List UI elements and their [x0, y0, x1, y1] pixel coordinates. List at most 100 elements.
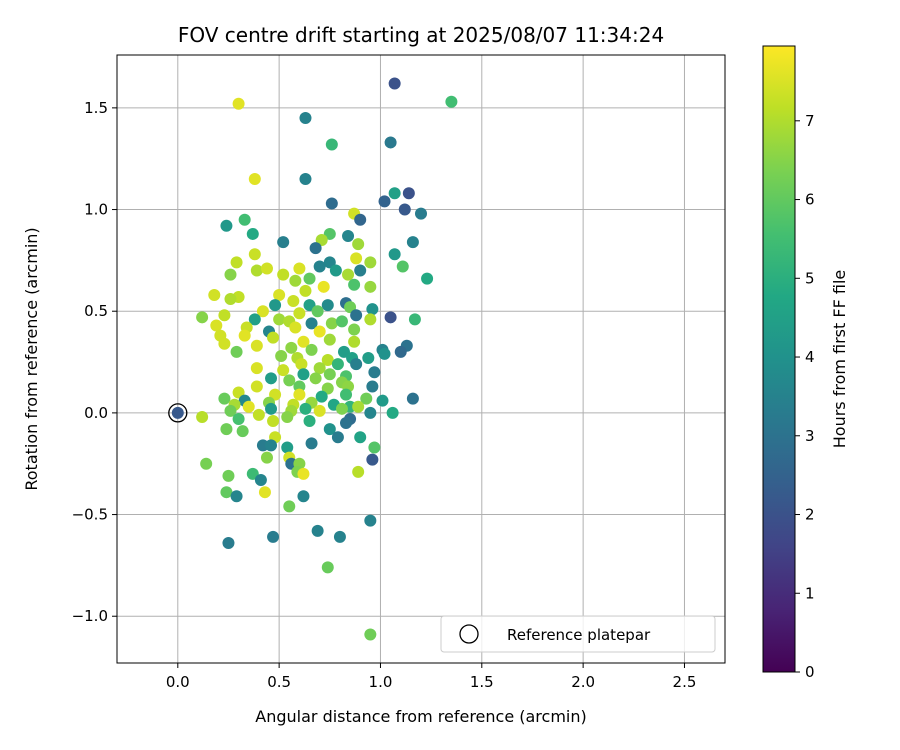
- colorbar-gradient: [762, 45, 796, 673]
- data-point: [250, 339, 263, 352]
- data-point: [378, 347, 391, 360]
- colorbar-tick-label: 6: [805, 191, 815, 209]
- y-tick-label: −1.0: [72, 607, 108, 625]
- data-point: [388, 248, 401, 261]
- colorbar-label: Hours from first FF file: [830, 270, 849, 449]
- data-point: [254, 473, 267, 486]
- data-point: [281, 441, 294, 454]
- data-point: [283, 500, 296, 513]
- data-point: [317, 280, 330, 293]
- data-point: [220, 486, 233, 499]
- data-points: [196, 77, 458, 641]
- data-point: [210, 319, 223, 332]
- data-point: [299, 173, 312, 186]
- data-point: [258, 486, 271, 499]
- data-point: [352, 400, 365, 413]
- reference-marker-layer: [168, 403, 188, 423]
- data-point: [222, 469, 235, 482]
- data-point: [323, 368, 336, 381]
- data-point: [331, 431, 344, 444]
- colorbar-tick-label: 5: [805, 269, 815, 287]
- data-point: [273, 313, 286, 326]
- data-point: [354, 431, 367, 444]
- y-tick-label: 0.5: [84, 302, 108, 320]
- data-point: [297, 467, 310, 480]
- data-point: [368, 366, 381, 379]
- data-point: [402, 187, 415, 200]
- data-point: [364, 313, 377, 326]
- data-point: [342, 268, 355, 281]
- data-point: [269, 299, 282, 312]
- legend-box: [440, 615, 716, 653]
- data-point: [232, 412, 245, 425]
- x-tick-label: 2.0: [571, 673, 595, 691]
- data-point: [293, 388, 306, 401]
- plot-frame: [116, 54, 726, 664]
- data-point: [283, 374, 296, 387]
- data-point: [340, 417, 353, 430]
- data-point: [293, 262, 306, 275]
- data-point: [354, 213, 367, 226]
- x-axis-ticks: 0.0 0.5 1.0 1.5 2.0 2.5: [166, 663, 696, 691]
- data-point: [232, 97, 245, 110]
- data-point: [248, 248, 261, 261]
- colorbar-tick-label: 0: [805, 663, 815, 681]
- colorbar-tick-label: 7: [805, 112, 815, 130]
- data-point: [362, 351, 375, 364]
- data-point: [323, 423, 336, 436]
- data-point: [342, 229, 355, 242]
- data-point: [196, 410, 209, 423]
- data-point: [250, 264, 263, 277]
- data-point: [348, 323, 361, 336]
- data-point: [275, 349, 288, 362]
- data-point: [340, 388, 353, 401]
- data-point: [388, 187, 401, 200]
- data-point: [378, 195, 391, 208]
- data-point: [256, 305, 269, 318]
- y-tick-label: −0.5: [72, 506, 108, 524]
- data-point: [350, 358, 363, 371]
- data-point: [325, 197, 338, 210]
- data-point: [313, 325, 326, 338]
- data-point: [376, 394, 389, 407]
- colorbar: 0 1 2 3 4 5 6 7 Hours from first FF file: [762, 45, 849, 681]
- data-point: [277, 236, 290, 249]
- data-point: [388, 77, 401, 90]
- data-point: [224, 404, 237, 417]
- data-point: [406, 392, 419, 405]
- data-point: [267, 331, 280, 344]
- data-point: [265, 372, 278, 385]
- data-point: [196, 311, 209, 324]
- data-point: [285, 341, 298, 354]
- data-point: [299, 284, 312, 297]
- colorbar-tick-label: 1: [805, 584, 815, 602]
- data-point: [321, 354, 334, 367]
- data-point: [408, 313, 421, 326]
- data-point: [415, 207, 427, 220]
- data-point: [289, 321, 302, 334]
- data-point: [323, 333, 336, 346]
- data-point: [252, 408, 265, 421]
- y-tick-label: 0.0: [84, 404, 108, 422]
- data-point: [224, 293, 237, 306]
- data-point: [220, 219, 233, 232]
- data-point: [224, 268, 237, 281]
- data-point: [250, 380, 263, 393]
- data-point: [398, 203, 411, 216]
- data-point: [364, 280, 377, 293]
- data-point: [325, 317, 338, 330]
- data-point: [289, 274, 302, 287]
- data-point: [265, 439, 278, 452]
- data-point: [230, 256, 243, 269]
- legend-marker-icon: [459, 624, 479, 644]
- data-point: [230, 345, 243, 358]
- data-point: [295, 358, 308, 371]
- data-point: [421, 272, 434, 285]
- data-point: [335, 315, 348, 328]
- data-point: [352, 465, 365, 478]
- x-tick-label: 1.5: [470, 673, 494, 691]
- colorbar-tick-label: 4: [805, 348, 815, 366]
- data-point: [445, 95, 458, 108]
- data-point: [368, 441, 381, 454]
- x-axis-label: Angular distance from reference (arcmin): [255, 707, 586, 726]
